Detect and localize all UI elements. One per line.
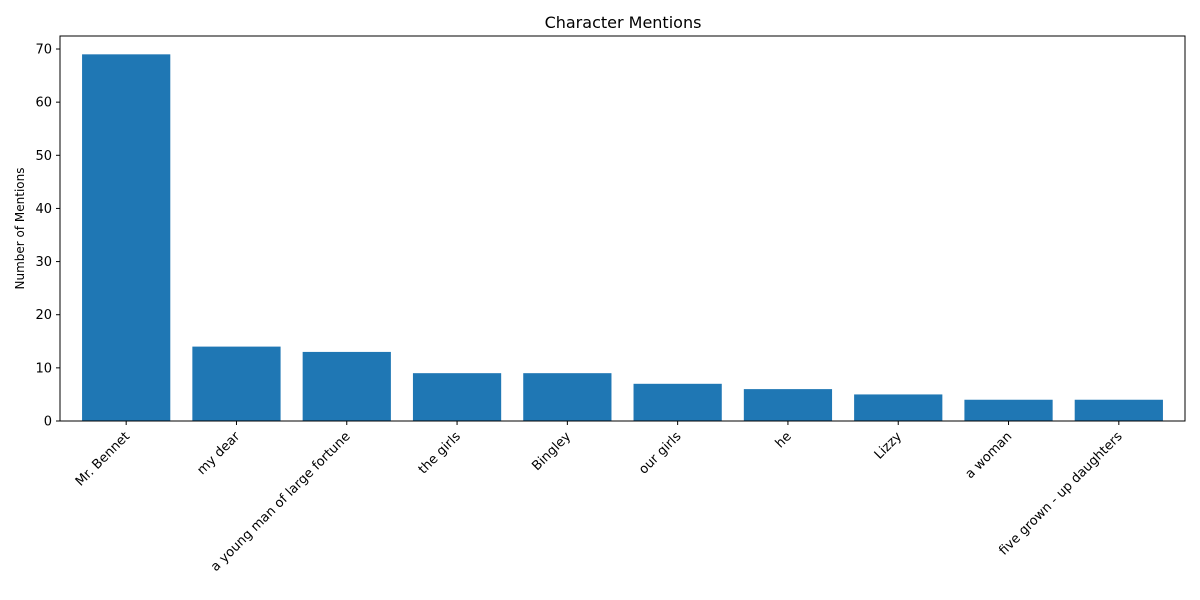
bar-0	[82, 54, 171, 421]
y-tick-label: 10	[35, 361, 52, 376]
y-axis: 0 10 20 30 40 50 60 70	[35, 43, 60, 430]
y-tick-label: 0	[44, 415, 52, 430]
bar-9	[1074, 399, 1163, 421]
chart-title: Character Mentions	[545, 13, 702, 32]
y-tick-label: 50	[35, 149, 52, 164]
plot-frame	[59, 35, 1186, 422]
bar-6	[743, 389, 833, 421]
y-tick-label: 60	[35, 96, 52, 111]
bars-group	[82, 54, 1163, 421]
y-tick-label: 20	[35, 308, 52, 323]
bar-2	[302, 351, 391, 421]
y-tick-label: 30	[35, 255, 52, 270]
bar-3	[412, 373, 502, 421]
y-tick-label: 40	[35, 202, 52, 217]
bar-8	[964, 399, 1053, 421]
bar-5	[633, 383, 722, 421]
bar-7	[854, 394, 943, 421]
bar-1	[192, 346, 281, 421]
y-tick-label: 70	[35, 43, 52, 58]
bar-4	[523, 373, 612, 421]
y-axis-label: Number of Mentions	[13, 168, 27, 290]
